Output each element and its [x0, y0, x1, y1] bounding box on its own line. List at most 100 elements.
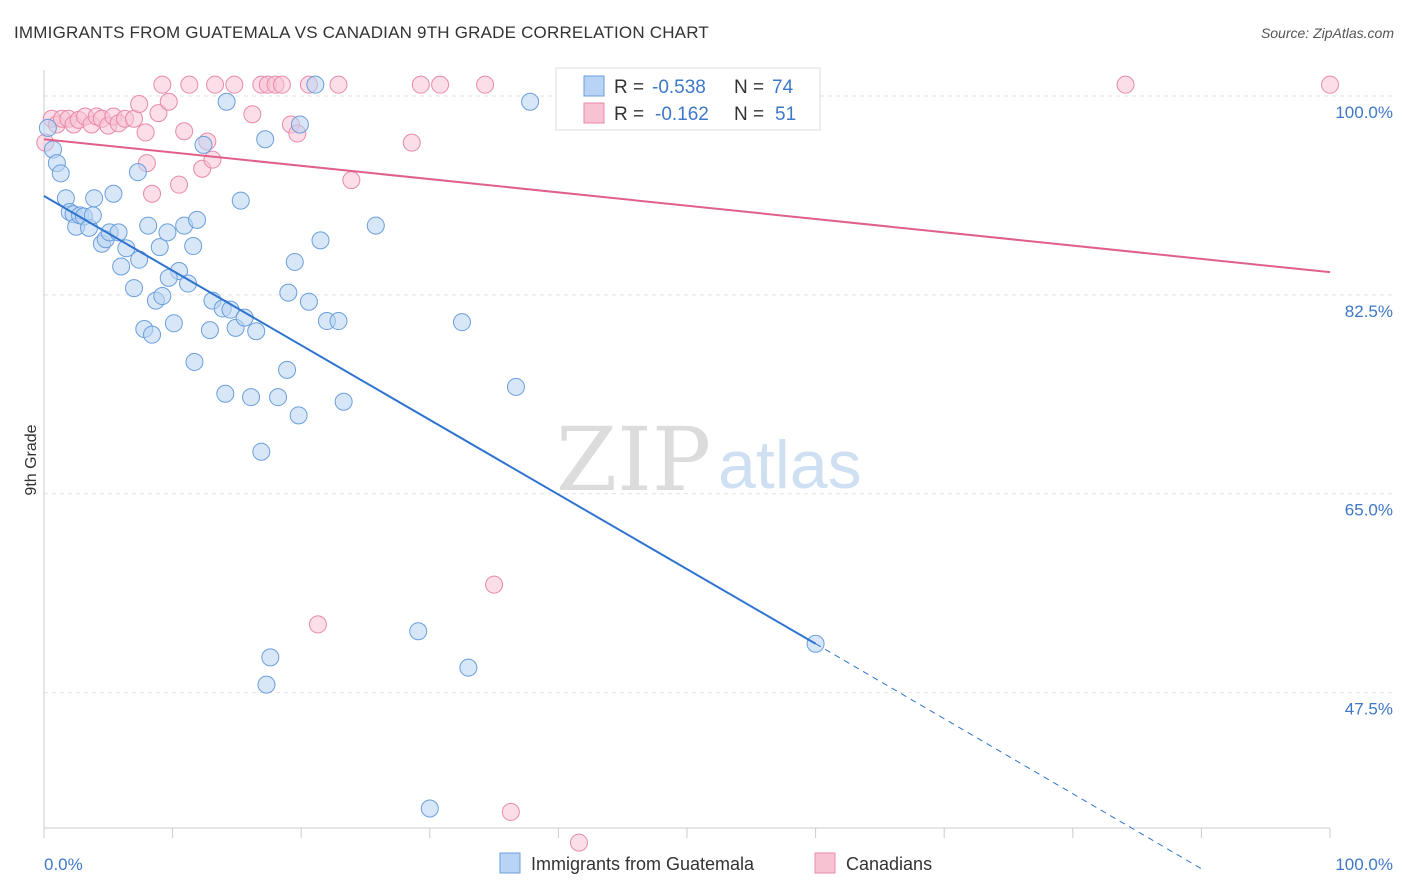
- y-tick-label-2: 82.5%: [1345, 302, 1393, 321]
- guatemala-point-26: [150, 238, 169, 257]
- canadians-point-46: [485, 575, 504, 594]
- guatemala-point-49: [261, 648, 280, 667]
- canadians-point-40: [329, 75, 348, 94]
- canadians-point-21: [153, 75, 172, 94]
- canadians-point-25: [180, 75, 199, 94]
- guatemala-point-67: [506, 377, 525, 396]
- canadians-point-43: [411, 75, 430, 94]
- guatemala-point-60: [329, 312, 348, 331]
- guatemala-point-18: [112, 257, 131, 276]
- canadians-point-31: [243, 105, 262, 124]
- canadians-point-49: [1116, 75, 1135, 94]
- guatemala-point-40: [217, 92, 236, 111]
- guatemala-point-16: [104, 184, 123, 203]
- canadians-point-41: [342, 171, 361, 190]
- guatemala-point-36: [200, 321, 219, 340]
- canadians-point-45: [476, 75, 495, 94]
- legend-swatch-guatemala: [583, 75, 605, 97]
- canadians-point-20: [149, 104, 168, 123]
- guatemala-point-66: [459, 658, 478, 677]
- guatemala-point-27: [153, 287, 172, 306]
- canadians-point-17: [136, 123, 155, 142]
- guatemala-point-64: [420, 799, 439, 818]
- legend-n-value-1: 74: [772, 77, 794, 98]
- bottom-legend-swatch-canadians: [814, 852, 836, 874]
- canadians-point-47: [501, 802, 520, 821]
- legend-n-label-1: N =: [734, 77, 764, 98]
- legend-r-label-1: R =: [614, 77, 644, 98]
- guatemala-point-54: [289, 406, 308, 425]
- x-tick-label-max: 100.0%: [1335, 855, 1393, 874]
- y-tick-label-0: 47.5%: [1345, 700, 1393, 719]
- watermark-atlas: atlas: [718, 427, 862, 503]
- guatemala-point-29: [164, 314, 183, 333]
- guatemala-point-58: [311, 231, 330, 250]
- watermark-zip: ZIP: [556, 408, 711, 511]
- correlation-legend: R = -0.538 N = 74 R = -0.162 N = 51: [555, 67, 821, 131]
- guatemala-point-56: [299, 292, 318, 311]
- series-guatemala-points: [38, 75, 825, 818]
- legend-r-value-1: -0.538: [652, 77, 706, 98]
- canadians-point-29: [206, 75, 225, 94]
- canadians-point-44: [431, 75, 450, 94]
- series-legend: Immigrants from Guatemala Canadians: [499, 852, 932, 874]
- canadians-point-39: [308, 615, 327, 634]
- canadians-point-28: [203, 150, 222, 169]
- guatemala-point-34: [188, 210, 207, 229]
- guatemala-point-73: [256, 130, 275, 149]
- guatemala-point-35: [194, 135, 213, 154]
- canadians-point-48: [569, 833, 588, 852]
- canadians-point-42: [402, 133, 421, 152]
- bottom-legend-label-canadians: Canadians: [846, 854, 932, 874]
- canadians-point-35: [272, 75, 291, 94]
- guatemala-trend-extension: [815, 643, 1202, 870]
- guatemala-point-72: [185, 352, 204, 371]
- canadians-trend-line: [43, 138, 1331, 274]
- trend-lines: [43, 138, 1331, 870]
- guatemala-point-20: [125, 279, 144, 298]
- canadians-point-50: [1321, 75, 1339, 94]
- x-tick-label-min: 0.0%: [44, 855, 83, 874]
- guatemala-point-52: [279, 283, 298, 302]
- guatemala-point-12: [85, 189, 104, 208]
- guatemala-point-43: [231, 191, 250, 210]
- guatemala-point-50: [269, 388, 288, 407]
- guatemala-point-24: [143, 325, 162, 344]
- guatemala-point-55: [290, 115, 309, 134]
- guatemala-point-46: [247, 322, 266, 341]
- guatemala-point-51: [278, 360, 297, 379]
- guatemala-point-39: [216, 384, 235, 403]
- canadians-point-19: [143, 184, 162, 203]
- legend-r-value-2: -0.162: [655, 104, 709, 125]
- guatemala-point-57: [306, 75, 325, 94]
- bottom-legend-label-guatemala: Immigrants from Guatemala: [531, 854, 755, 874]
- canadians-point-23: [170, 175, 189, 194]
- guatemala-trend-line: [43, 195, 817, 645]
- guatemala-point-70: [128, 163, 147, 182]
- y-axis-tick-labels: 47.5% 65.0% 82.5% 100.0%: [1335, 103, 1393, 719]
- guatemala-point-33: [184, 237, 203, 256]
- guatemala-point-53: [285, 252, 304, 271]
- canadians-point-16: [130, 94, 149, 113]
- canadians-point-30: [225, 75, 244, 94]
- canadians-point-24: [175, 122, 194, 141]
- guatemala-point-3: [51, 164, 70, 183]
- guatemala-point-61: [334, 392, 353, 411]
- legend-n-value-2: 51: [775, 104, 796, 125]
- x-axis-ticks: [43, 828, 1331, 838]
- y-tick-label-3: 100.0%: [1335, 103, 1393, 122]
- guatemala-point-65: [452, 313, 471, 332]
- y-tick-label-1: 65.0%: [1345, 501, 1393, 520]
- guatemala-point-68: [521, 92, 540, 111]
- guatemala-point-63: [409, 622, 428, 641]
- y-axis-title: 9th Grade: [23, 424, 40, 495]
- guatemala-point-48: [257, 675, 276, 694]
- guatemala-point-0: [38, 118, 57, 137]
- legend-r-label-2: R =: [614, 104, 644, 125]
- canadians-point-22: [159, 92, 178, 111]
- legend-n-label-2: N =: [734, 104, 764, 125]
- guatemala-point-23: [139, 216, 158, 235]
- bottom-legend-swatch-guatemala: [499, 852, 521, 874]
- chart-title: IMMIGRANTS FROM GUATEMALA VS CANADIAN 9T…: [14, 23, 709, 42]
